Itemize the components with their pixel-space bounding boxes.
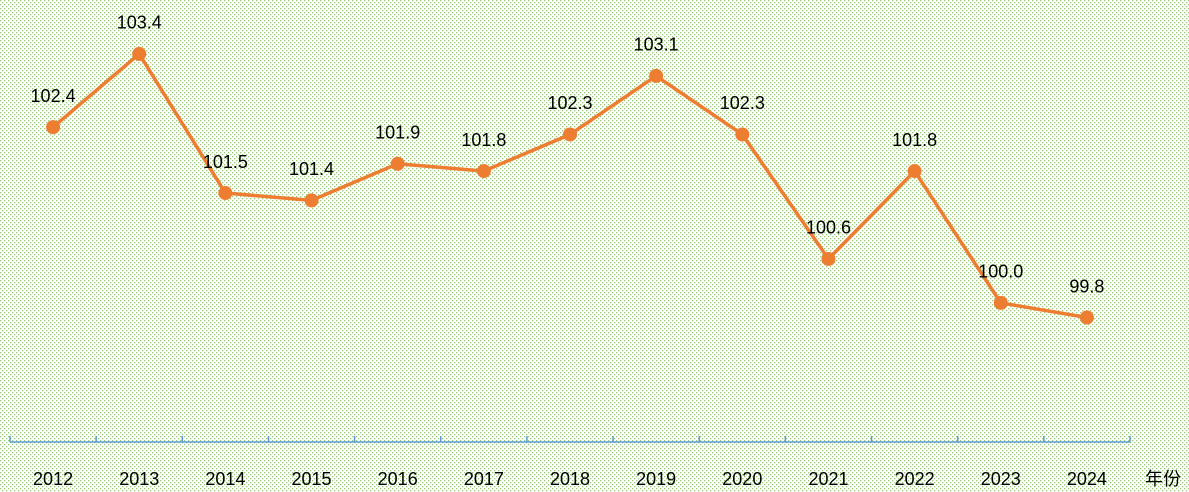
x-tick-label: 2014	[205, 469, 245, 489]
point	[218, 186, 233, 201]
x-tick-label: 2022	[895, 469, 935, 489]
x-axis-label: 年份	[1145, 469, 1181, 489]
data-label: 103.1	[634, 35, 679, 55]
point	[46, 120, 61, 135]
data-label: 101.8	[461, 130, 506, 150]
x-tick-label: 2021	[808, 469, 848, 489]
point	[132, 46, 147, 61]
point	[1079, 310, 1094, 325]
data-label: 102.3	[547, 93, 592, 113]
data-label: 100.0	[978, 262, 1023, 282]
x-tick-label: 2020	[722, 469, 762, 489]
x-tick-label: 2019	[636, 469, 676, 489]
point	[304, 193, 319, 208]
data-label: 101.9	[375, 123, 420, 143]
x-tick-label: 2015	[292, 469, 332, 489]
point	[993, 295, 1008, 310]
point	[563, 127, 577, 142]
x-tick-label: 2024	[1067, 469, 1107, 489]
x-tick-label: 2017	[464, 469, 504, 489]
data-label: 100.6	[806, 218, 851, 238]
point	[907, 164, 922, 179]
x-tick-label: 2016	[378, 469, 418, 489]
data-label: 101.8	[892, 130, 937, 150]
data-label: 101.4	[289, 159, 334, 179]
x-tick-label: 2018	[550, 469, 590, 489]
x-tick-label: 2023	[981, 469, 1021, 489]
data-label: 101.5	[203, 152, 248, 172]
x-tick-label: 2012	[33, 469, 73, 489]
data-label: 99.8	[1069, 276, 1104, 296]
data-label: 102.3	[720, 93, 765, 113]
point	[390, 156, 405, 171]
x-tick-label: 2013	[119, 469, 159, 489]
point	[821, 251, 836, 266]
point	[476, 164, 491, 179]
data-label: 103.4	[117, 13, 162, 33]
point	[735, 127, 750, 142]
point	[649, 68, 664, 83]
data-label: 102.4	[31, 86, 76, 106]
